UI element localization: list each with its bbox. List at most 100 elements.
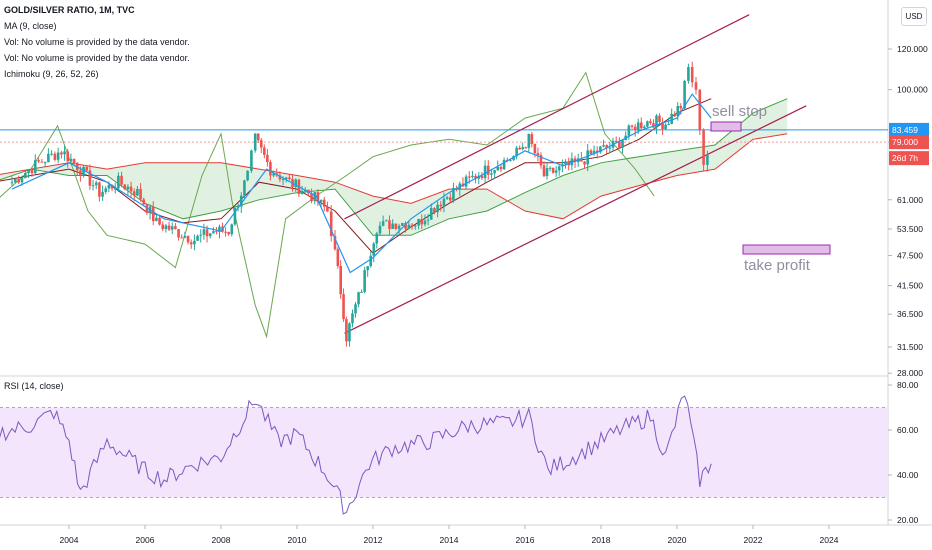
candle-down xyxy=(404,222,407,229)
candle-up xyxy=(20,178,24,183)
ichimoku-span-a xyxy=(0,98,788,236)
time-tick-label: 2024 xyxy=(820,535,839,545)
candle-down xyxy=(336,249,340,267)
candle-down xyxy=(60,152,63,155)
candle-down xyxy=(524,147,528,149)
price-tick-label: 53.500 xyxy=(897,224,923,234)
candle-up xyxy=(397,225,401,229)
candle-down xyxy=(573,158,577,163)
channel-upper xyxy=(344,14,750,220)
take-profit-label: take profit xyxy=(744,257,810,274)
candle-down xyxy=(679,105,683,109)
candle-down xyxy=(40,161,44,163)
candle-down xyxy=(167,225,171,230)
candle-up xyxy=(414,225,417,227)
countdown-tag-bg xyxy=(889,151,929,166)
candle-up xyxy=(445,197,449,199)
time-tick-label: 2006 xyxy=(136,535,155,545)
candle-up xyxy=(586,150,589,165)
candle-up xyxy=(230,224,234,235)
candle-down xyxy=(227,231,230,235)
candle-down xyxy=(269,162,272,176)
candle-down xyxy=(326,206,329,212)
currency-button[interactable]: USD xyxy=(901,7,927,26)
candle-down xyxy=(690,67,694,83)
candle-up xyxy=(253,133,257,151)
candle-up xyxy=(490,173,493,175)
candle-up xyxy=(521,147,525,150)
price-tick-label: 120.000 xyxy=(897,44,928,54)
candle-up xyxy=(155,217,158,222)
candle-up xyxy=(196,235,199,241)
close-price-tag-bg xyxy=(889,135,929,150)
channel-lower xyxy=(344,105,807,334)
candle-down xyxy=(177,229,180,238)
candle-up xyxy=(183,235,187,238)
price-tick-label: 47.500 xyxy=(897,250,923,260)
candle-up xyxy=(27,169,30,174)
candle-down xyxy=(151,206,155,222)
time-tick-label: 2014 xyxy=(440,535,459,545)
candle-down xyxy=(85,167,89,171)
current-price-tag: 83.459 xyxy=(892,125,918,135)
rsi-tick-label: 20.00 xyxy=(897,515,919,525)
candle-up xyxy=(63,151,66,155)
price-tick-label: 28.000 xyxy=(897,368,923,378)
candle-up xyxy=(509,159,512,161)
candle-up xyxy=(69,158,73,162)
candle-down xyxy=(132,191,136,196)
candle-up xyxy=(164,225,168,230)
price-tick-label: 36.500 xyxy=(897,309,923,319)
candle-up xyxy=(655,115,658,128)
candle-down xyxy=(605,145,608,148)
rsi-legend[interactable]: RSI (14, close) xyxy=(4,381,64,391)
candle-down xyxy=(339,266,342,295)
candle-up xyxy=(464,176,468,187)
candle-down xyxy=(142,199,146,205)
candle-down xyxy=(345,319,348,342)
candle-down xyxy=(448,197,452,201)
sell-stop-box xyxy=(710,121,742,132)
candle-down xyxy=(145,204,149,213)
candle-down xyxy=(433,208,436,213)
candle-up xyxy=(407,224,411,229)
ichimoku-legend[interactable]: Ichimoku (9, 26, 52, 26) xyxy=(4,69,99,79)
candle-up xyxy=(313,192,317,202)
time-tick-label: 2010 xyxy=(288,535,307,545)
candle-up xyxy=(564,161,567,165)
candle-up xyxy=(643,126,646,129)
ma-legend[interactable]: MA (9, close) xyxy=(4,21,57,31)
candle-up xyxy=(117,175,120,189)
candle-up xyxy=(599,146,602,153)
candle-down xyxy=(139,188,142,200)
candle-down xyxy=(630,125,634,127)
candle-down xyxy=(420,218,424,225)
candle-up xyxy=(646,121,649,127)
candle-up xyxy=(101,191,104,197)
candle-up xyxy=(502,159,506,170)
candle-down xyxy=(702,130,705,165)
candle-down xyxy=(17,178,20,183)
candle-down xyxy=(129,186,133,192)
candle-up xyxy=(202,229,206,235)
rsi-tick-label: 80.00 xyxy=(897,380,919,390)
candle-up xyxy=(33,160,37,174)
candle-up xyxy=(250,150,253,171)
candle-down xyxy=(215,231,218,233)
candle-up xyxy=(417,218,420,226)
candle-down xyxy=(580,158,583,162)
candle-down xyxy=(66,151,70,162)
time-tick-label: 2022 xyxy=(744,535,763,545)
candle-up xyxy=(218,226,221,232)
candle-up xyxy=(82,167,85,176)
candle-down xyxy=(658,115,661,122)
candle-up xyxy=(471,175,474,178)
candle-down xyxy=(530,134,534,144)
candle-down xyxy=(322,199,326,207)
candle-down xyxy=(259,140,263,148)
candle-up xyxy=(107,185,111,189)
candle-up xyxy=(423,220,427,225)
candle-down xyxy=(583,161,586,165)
candle-up xyxy=(378,225,382,234)
